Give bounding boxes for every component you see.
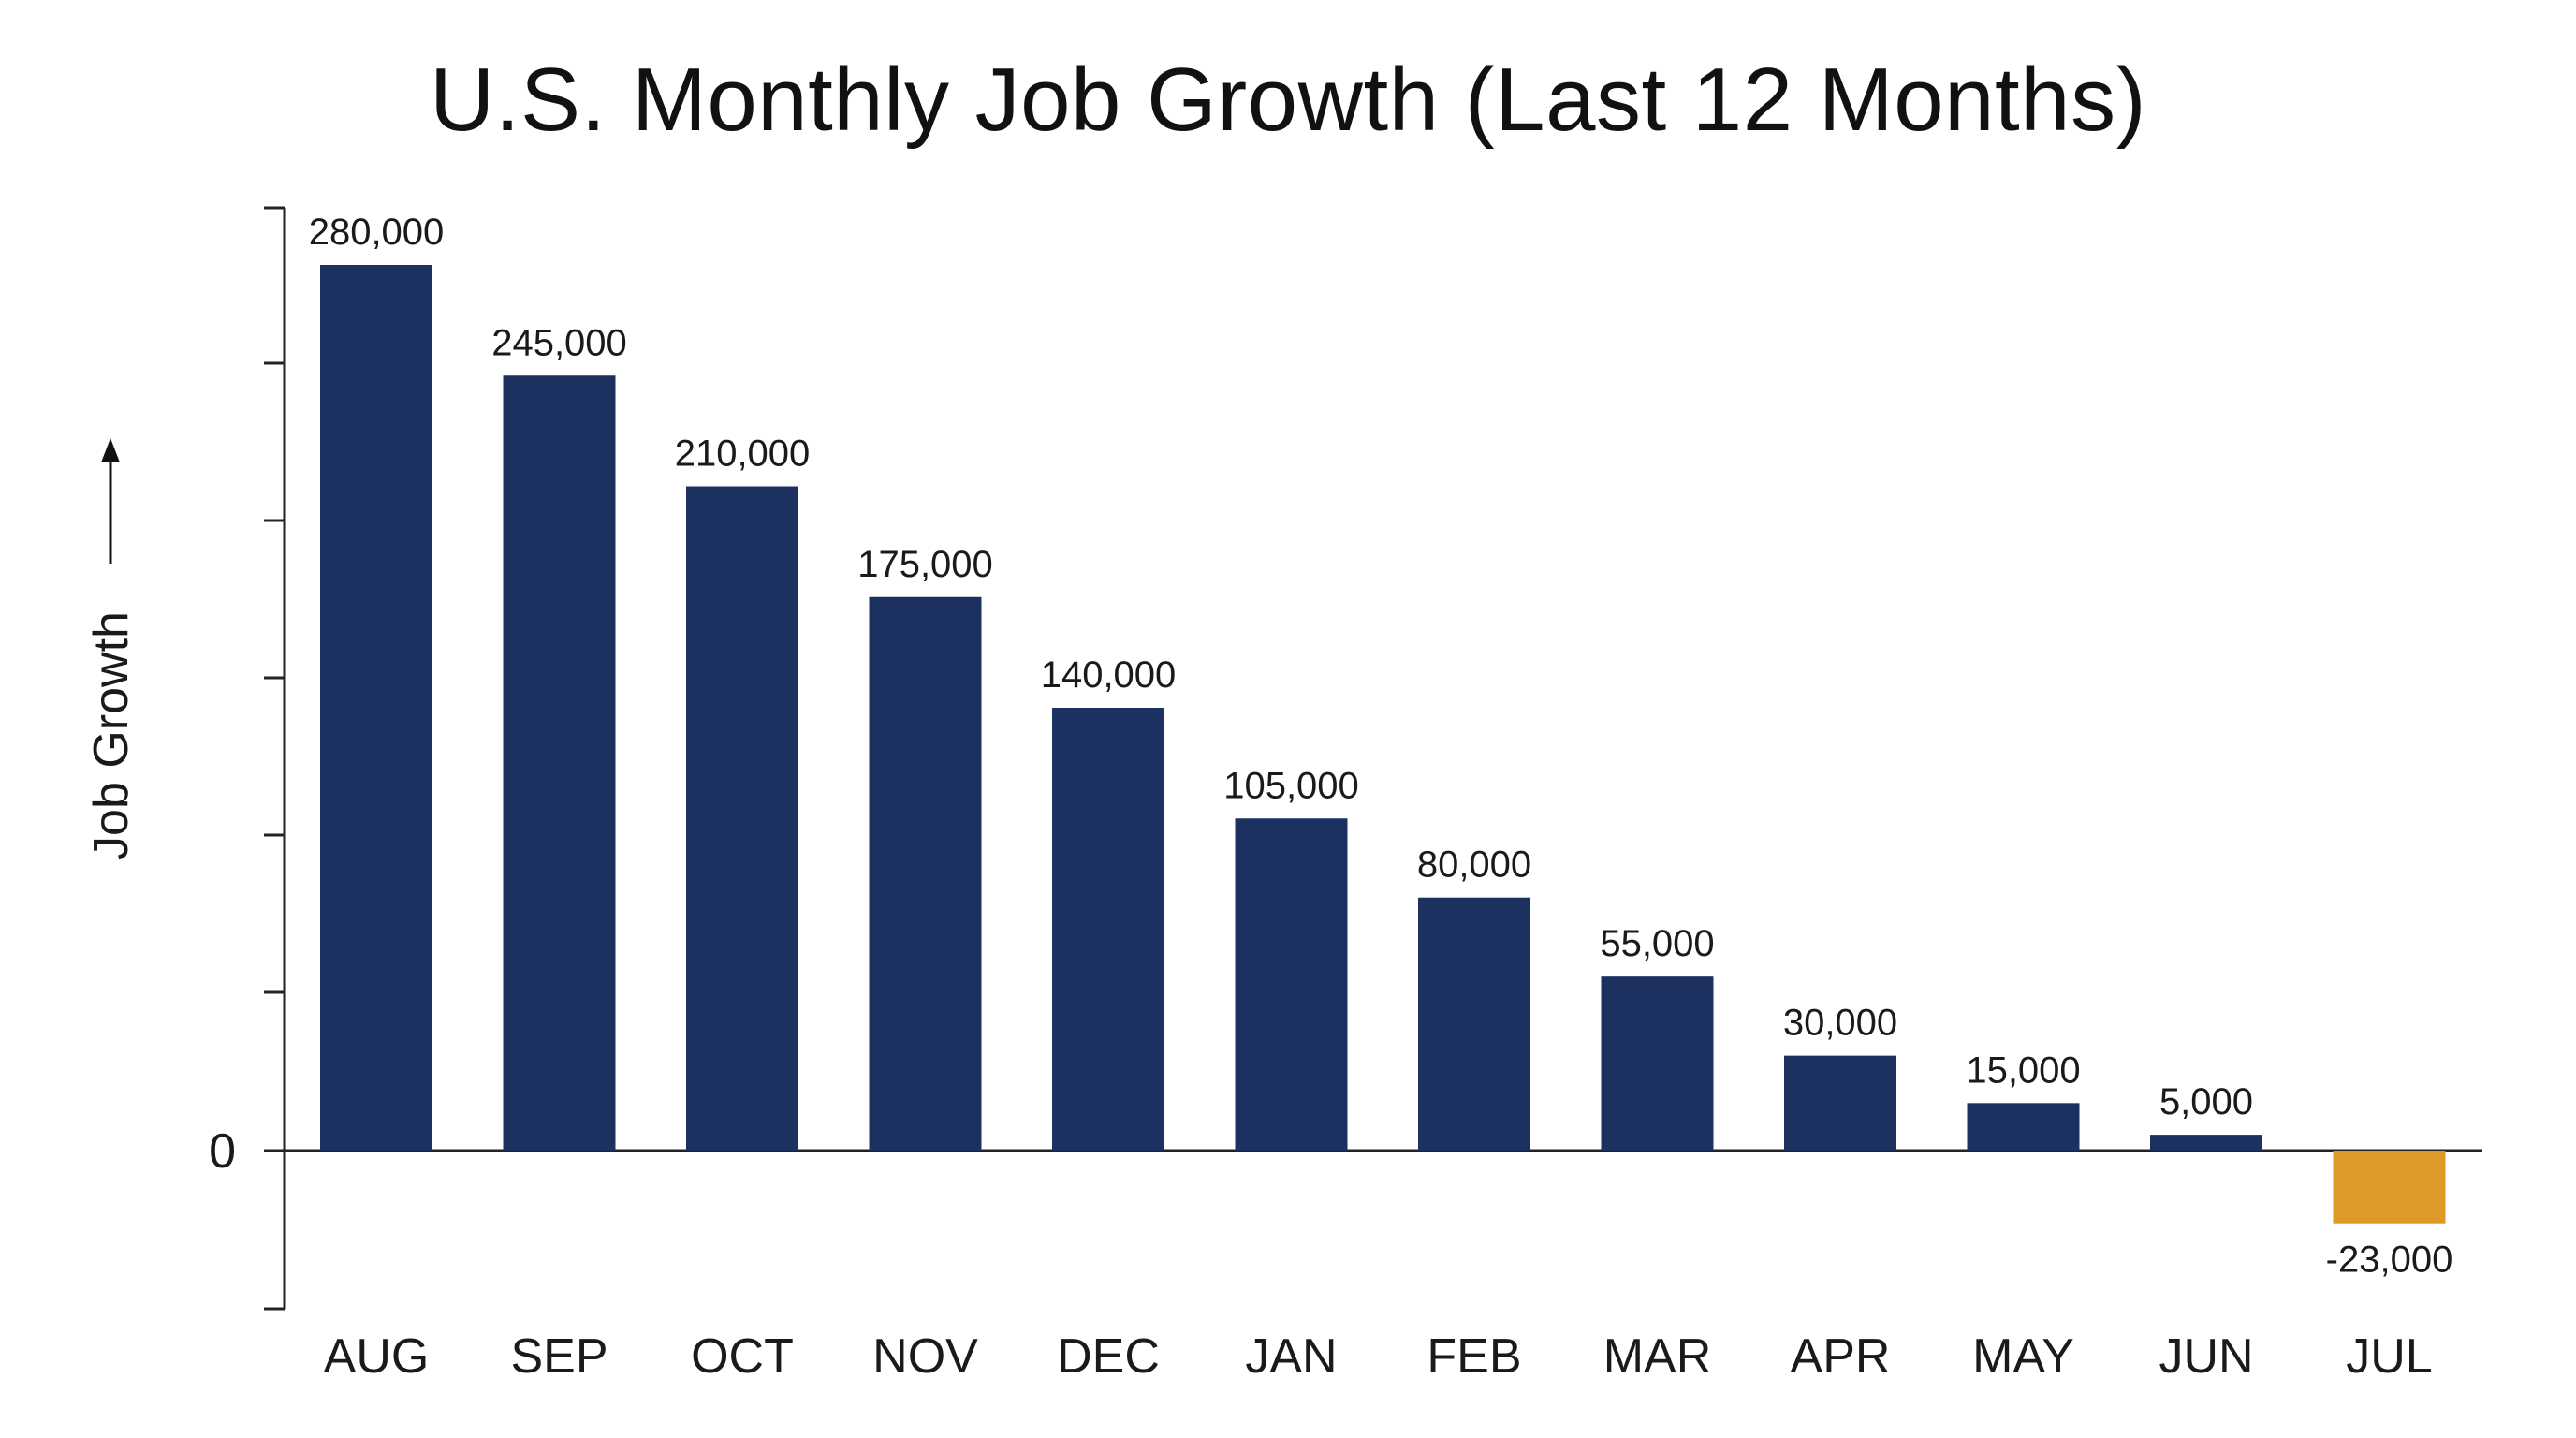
category-label-sep: SEP — [510, 1329, 607, 1384]
bar-may — [1967, 1103, 2080, 1151]
category-label-jul: JUL — [2346, 1329, 2432, 1384]
value-label-sep: 245,000 — [491, 322, 627, 363]
y-axis-title: Job Growth — [84, 611, 139, 860]
value-label-jul: -23,000 — [2326, 1240, 2453, 1281]
chart-title: U.S. Monthly Job Growth (Last 12 Months) — [429, 50, 2147, 150]
category-label-oct: OCT — [691, 1329, 794, 1384]
value-labels: 280,000 245,000 210,000 175,000 140,000 105,0… — [309, 212, 2453, 1281]
bar-aug — [320, 265, 432, 1151]
category-label-jan: JAN — [1245, 1329, 1337, 1384]
value-label-jan: 105,000 — [1223, 765, 1359, 806]
bar-nov — [869, 596, 982, 1151]
bar-dec — [1052, 708, 1164, 1151]
bar-jul — [2333, 1151, 2446, 1224]
value-label-jun: 5,000 — [2159, 1081, 2253, 1123]
y-tick-label-zero: 0 — [209, 1124, 236, 1179]
value-label-mar: 55,000 — [1600, 923, 1714, 964]
axes: 0 — [209, 206, 2482, 1311]
category-label-jun: JUN — [2159, 1329, 2253, 1384]
bar-jun — [2150, 1135, 2262, 1151]
y-axis-title-group: Job Growth — [84, 438, 139, 860]
value-label-may: 15,000 — [1966, 1049, 2080, 1091]
bar-apr — [1784, 1055, 1896, 1151]
bar-jan — [1235, 818, 1348, 1151]
category-label-nov: NOV — [872, 1329, 978, 1384]
bars — [320, 265, 2446, 1224]
bar-mar — [1601, 976, 1714, 1151]
category-label-mar: MAR — [1603, 1329, 1712, 1384]
value-label-nov: 175,000 — [857, 544, 993, 585]
arrow-up-icon — [101, 438, 120, 462]
y-axis-ticks — [264, 206, 285, 1311]
category-label-feb: FEB — [1427, 1329, 1521, 1384]
value-label-feb: 80,000 — [1417, 844, 1531, 886]
value-label-apr: 30,000 — [1783, 1003, 1897, 1044]
bar-oct — [686, 486, 798, 1151]
category-label-aug: AUG — [324, 1329, 430, 1384]
bar-sep — [503, 375, 616, 1151]
category-label-apr: APR — [1791, 1329, 1891, 1384]
value-label-oct: 210,000 — [675, 433, 811, 475]
value-label-dec: 140,000 — [1041, 654, 1177, 696]
value-label-aug: 280,000 — [309, 212, 445, 253]
category-label-may: MAY — [1972, 1329, 2074, 1384]
category-labels: AUG SEP OCT NOV DEC JAN FEB MAR APR MAY JUN JUL — [324, 1329, 2433, 1384]
bar-feb — [1418, 897, 1530, 1151]
category-label-dec: DEC — [1057, 1329, 1160, 1384]
